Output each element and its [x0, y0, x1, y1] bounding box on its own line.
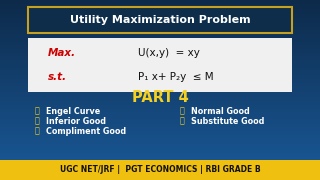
Text: 👍: 👍	[35, 116, 40, 125]
Text: 👍: 👍	[35, 107, 40, 116]
Text: 👍: 👍	[35, 127, 40, 136]
Text: 👍: 👍	[180, 107, 185, 116]
FancyBboxPatch shape	[28, 38, 292, 92]
Text: Max.: Max.	[48, 48, 76, 58]
Text: PART 4: PART 4	[132, 91, 188, 105]
Text: Substitute Good: Substitute Good	[191, 116, 264, 125]
Text: P₁ x+ P₂y  ≤ M: P₁ x+ P₂y ≤ M	[138, 72, 214, 82]
Text: U(x,y)  = xy: U(x,y) = xy	[138, 48, 200, 58]
Text: s.t.: s.t.	[48, 72, 67, 82]
Text: Engel Curve: Engel Curve	[46, 107, 100, 116]
Text: UGC NET/JRF |  PGT ECONOMICS | RBI GRADE B: UGC NET/JRF | PGT ECONOMICS | RBI GRADE …	[60, 165, 260, 174]
Text: Normal Good: Normal Good	[191, 107, 250, 116]
FancyBboxPatch shape	[28, 7, 292, 33]
Text: Inferior Good: Inferior Good	[46, 116, 106, 125]
Text: Utility Maximization Problem: Utility Maximization Problem	[70, 15, 250, 25]
Text: 👍: 👍	[180, 116, 185, 125]
Text: Compliment Good: Compliment Good	[46, 127, 126, 136]
FancyBboxPatch shape	[0, 160, 320, 180]
